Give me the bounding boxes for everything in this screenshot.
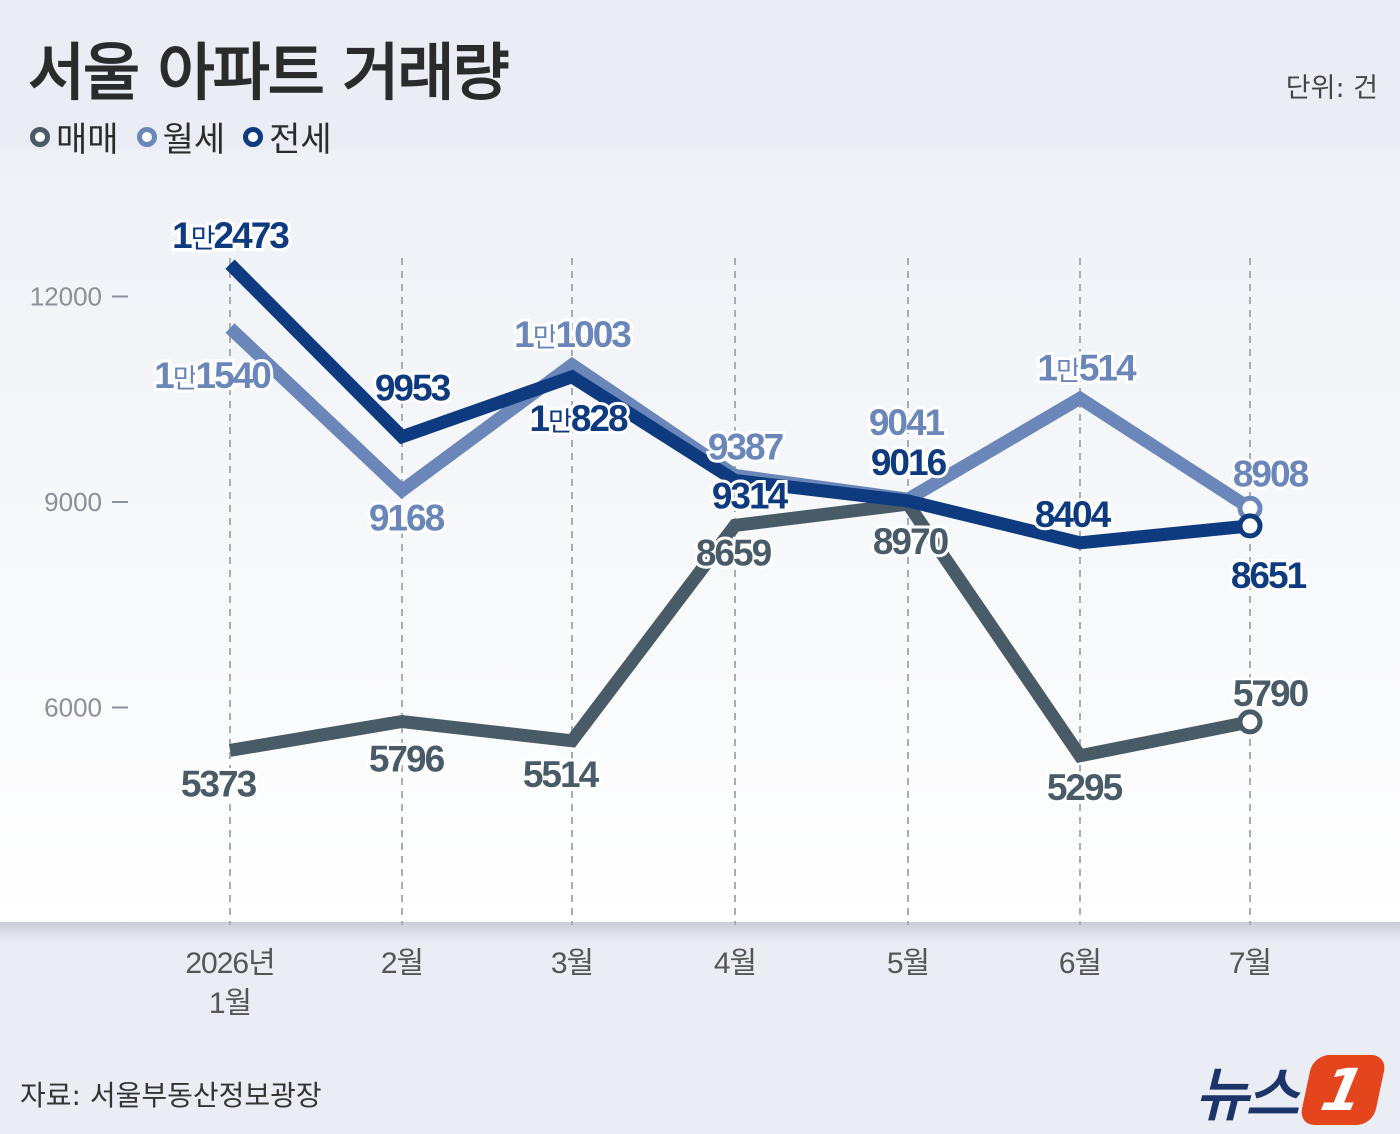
data-label-monthly-rent-6: 1만514	[1037, 347, 1137, 388]
data-label-sale-4: 8659	[696, 532, 772, 573]
logo-badge: 1	[1298, 1055, 1388, 1125]
x-tick-label-1: 2026년 1월	[185, 947, 274, 1020]
chart-title: 서울 아파트 거래량	[28, 36, 509, 109]
data-label-jeonse-2: 9953	[375, 368, 451, 409]
data-label-jeonse-5: 9016	[871, 442, 947, 483]
end-marker-sale	[1237, 709, 1263, 735]
legend-marker-monthly-rent	[136, 126, 157, 147]
x-tick-label-2: 2월	[381, 947, 423, 980]
data-label-monthly-rent-5: 9041	[869, 402, 945, 443]
legend: 매매 월세 전세	[30, 112, 332, 161]
data-label-sale-2: 5796	[369, 739, 445, 780]
data-label-sale-6: 5295	[1047, 767, 1123, 808]
unit-label: 단위: 건	[1285, 73, 1378, 104]
x-tick-label-6: 6월	[1059, 947, 1101, 980]
data-label-monthly-rent-4: 9387	[708, 427, 783, 468]
data-label-monthly-rent-1: 1만1540	[154, 355, 271, 396]
legend-item-monthly-rent: 월세	[136, 112, 226, 161]
data-label-jeonse-7: 8651	[1231, 555, 1307, 596]
legend-marker-jeonse	[243, 126, 264, 147]
data-label-monthly-rent-2: 9168	[369, 498, 445, 539]
x-tick-label-5: 5월	[887, 947, 929, 980]
legend-label-monthly-rent: 월세	[162, 120, 226, 160]
series-line-sale	[228, 497, 1252, 764]
legend-label-jeonse: 전세	[269, 120, 332, 160]
data-label-sale-3: 5514	[523, 754, 600, 795]
data-label-monthly-rent-3: 1만1003	[514, 314, 631, 355]
data-label-jeonse-4: 9314	[712, 476, 789, 517]
data-label-sale-1: 5373	[181, 763, 257, 804]
data-label-jeonse-6: 8404	[1035, 494, 1112, 535]
data-label-sale-7: 5790	[1233, 673, 1309, 714]
x-tick-label-3: 3월	[551, 947, 593, 980]
plot-floor	[0, 922, 1400, 942]
x-tick-label-7: 7월	[1229, 947, 1271, 980]
y-tick-label-6000: 6000	[44, 693, 102, 723]
legend-item-jeonse: 전세	[243, 112, 332, 161]
end-marker-jeonse	[1237, 513, 1263, 539]
legend-marker-sale	[30, 126, 50, 147]
legend-item-sale: 매매	[30, 112, 119, 161]
y-tick-label-9000: 9000	[44, 487, 102, 517]
legend-label-sale: 매매	[56, 120, 119, 160]
logo-text: 뉴스	[1195, 1061, 1299, 1129]
source-note: 자료: 서울부동산정보광장	[20, 1079, 322, 1112]
y-tick-label-12000: 12000	[30, 282, 102, 312]
data-label-jeonse-1: 1만2473	[172, 215, 289, 256]
data-label-jeonse-3: 1만828	[529, 398, 628, 439]
data-label-monthly-rent-7: 8908	[1233, 453, 1309, 494]
news1-logo: 뉴스 1	[1195, 1048, 1388, 1132]
data-label-sale-5: 8970	[873, 521, 949, 562]
x-tick-label-4: 4월	[714, 947, 756, 980]
series-line-jeonse	[225, 259, 1251, 550]
